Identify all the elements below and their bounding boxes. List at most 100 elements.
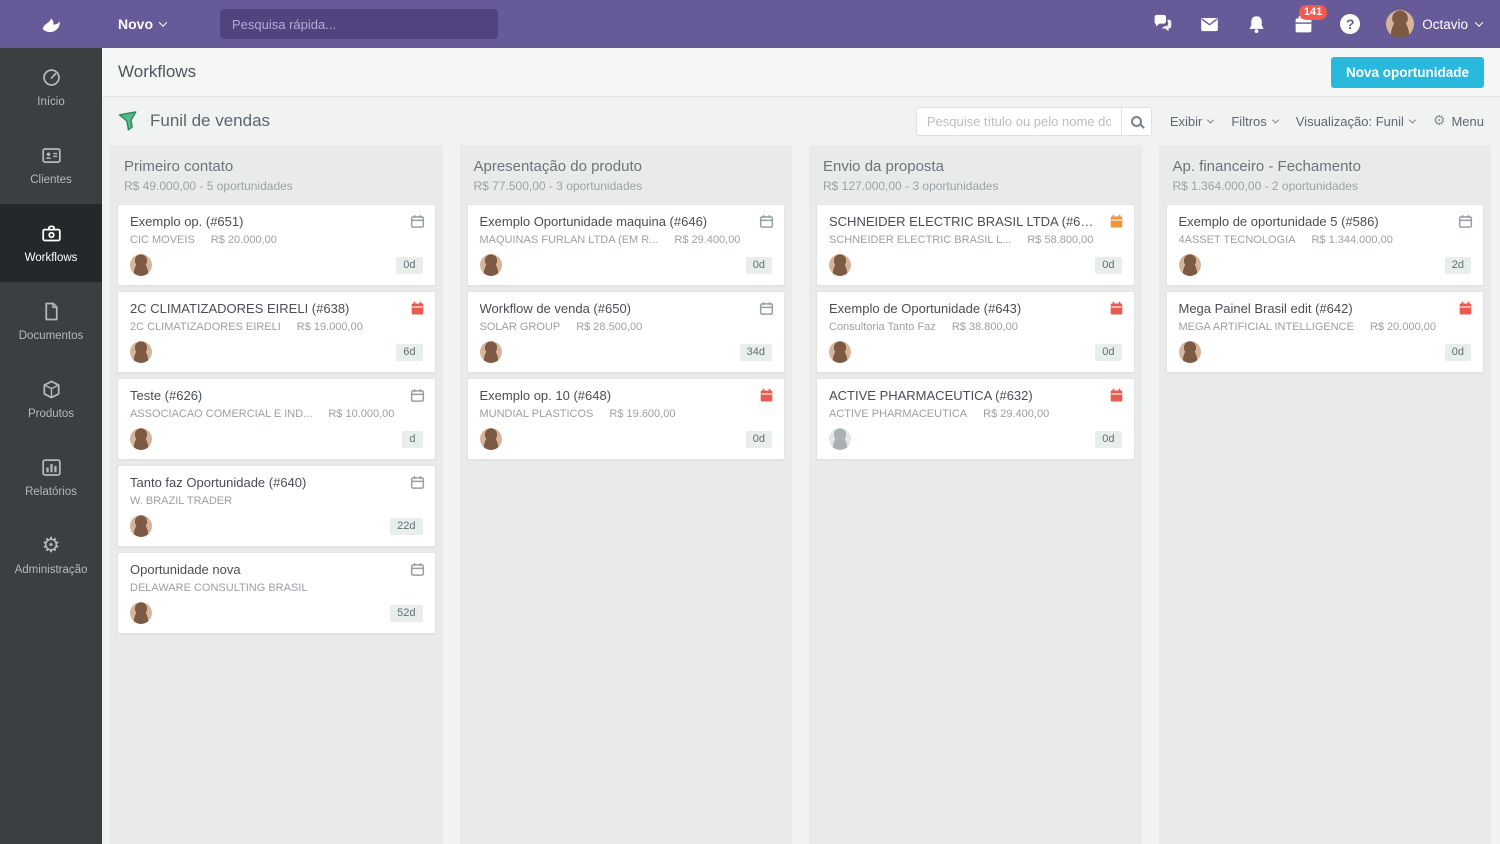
- card-title: Exemplo op. 10 (#648): [479, 388, 612, 403]
- page-title: Workflows: [118, 62, 197, 81]
- mail-icon: [1201, 17, 1219, 31]
- task-calendar-icon: [759, 388, 774, 403]
- opportunity-card[interactable]: Exemplo op. (#651) CIC MOVEIS R$ 20.000,0…: [117, 204, 436, 286]
- filtros-dropdown[interactable]: Filtros: [1231, 113, 1279, 129]
- task-calendar-icon: [1109, 301, 1124, 316]
- sidebar-item-inicio[interactable]: Início: [0, 48, 102, 126]
- page-header: Workflows Nova oportunidade: [102, 48, 1500, 97]
- new-opportunity-button[interactable]: Nova oportunidade: [1330, 56, 1484, 88]
- card-title: Mega Painel Brasil edit (#642): [1178, 301, 1353, 316]
- user-menu[interactable]: Octavio: [1386, 10, 1484, 38]
- board-search-group: [915, 106, 1152, 136]
- menu-button[interactable]: ⚙ Menu: [1433, 113, 1484, 129]
- sidebar-item-workflows[interactable]: Workflows: [0, 204, 102, 282]
- opportunity-card[interactable]: 2C CLIMATIZADORES EIRELI (#638) 2C CLIMA…: [117, 291, 436, 373]
- days-badge: 0d: [1444, 343, 1471, 361]
- sidebar-item-label: Clientes: [30, 173, 72, 186]
- column-summary: R$ 127.000,00 - 3 oportunidades: [823, 179, 999, 193]
- exibir-dropdown[interactable]: Exibir: [1169, 113, 1215, 129]
- days-badge: d: [402, 430, 423, 448]
- column-summary: R$ 49.000,00 - 5 oportunidades: [124, 179, 293, 193]
- sidebar-item-relatorios[interactable]: Relatórios: [0, 438, 102, 516]
- bird-logo-icon: [42, 18, 60, 33]
- column-summary: R$ 1.364.000,00 - 2 oportunidades: [1172, 179, 1358, 193]
- new-menu-button[interactable]: Novo: [118, 16, 168, 32]
- task-calendar-icon: [410, 562, 425, 577]
- card-title: Exemplo de Oportunidade (#643): [829, 301, 1022, 316]
- sidebar-item-label: Produtos: [27, 407, 75, 420]
- card-company: MUNDIAL PLASTICOS: [479, 408, 594, 420]
- avatar: [479, 254, 502, 276]
- card-company: 4ASSET TECNOLOGIA: [1178, 234, 1296, 246]
- mail-button[interactable]: [1199, 14, 1220, 35]
- avatar: [1178, 341, 1201, 363]
- opportunity-card[interactable]: Tanto faz Oportunidade (#640) W. BRAZIL …: [117, 465, 436, 547]
- card-title: 2C CLIMATIZADORES EIRELI (#638): [130, 301, 350, 316]
- card-value: R$ 58.800,00: [1027, 234, 1094, 246]
- sidebar-item-label: Início: [37, 95, 65, 108]
- opportunity-card[interactable]: Mega Painel Brasil edit (#642) MEGA ARTI…: [1165, 291, 1484, 373]
- days-badge: 0d: [1095, 430, 1122, 448]
- days-badge: 6d: [396, 343, 423, 361]
- sidebar-item-label: Administração: [14, 563, 88, 576]
- opportunity-card[interactable]: SCHNEIDER ELECTRIC BRASIL LTDA (#623) SC…: [816, 204, 1135, 286]
- board-controls: Exibir Filtros Visualização: Funil ⚙ Men…: [915, 106, 1484, 136]
- task-calendar-icon: [1458, 301, 1473, 316]
- app-logo[interactable]: [0, 9, 102, 39]
- sidebar-item-administracao[interactable]: ⚙ Administração: [0, 516, 102, 594]
- bar-chart-icon: [41, 457, 62, 479]
- sidebar-item-produtos[interactable]: Produtos: [0, 360, 102, 438]
- chat-button[interactable]: [1152, 14, 1173, 35]
- gauge-icon: [41, 67, 62, 89]
- card-company: DELAWARE CONSULTING BRASIL: [130, 582, 308, 594]
- filtros-label: Filtros: [1231, 113, 1267, 129]
- column-cards: Exemplo op. (#651) CIC MOVEIS R$ 20.000,0…: [110, 204, 443, 844]
- column-header: Envio da proposta R$ 127.000,00 - 3 opor…: [809, 145, 1142, 204]
- notifications-button[interactable]: [1246, 14, 1267, 35]
- exibir-label: Exibir: [1169, 113, 1203, 129]
- task-calendar-icon: [410, 388, 425, 403]
- opportunity-card[interactable]: Exemplo de oportunidade 5 (#586) 4ASSET …: [1165, 204, 1484, 286]
- opportunity-card[interactable]: Teste (#626) ASSOCIACAO COMERCIAL E IND.…: [117, 378, 436, 460]
- task-calendar-icon: [410, 475, 425, 490]
- card-company: SOLAR GROUP: [479, 321, 561, 333]
- task-calendar-icon: [1109, 388, 1124, 403]
- sidebar-item-label: Relatórios: [25, 485, 77, 498]
- card-value: R$ 20.000,00: [1369, 321, 1436, 333]
- quick-search-input[interactable]: [220, 9, 498, 39]
- column-title: Primeiro contato: [124, 158, 234, 175]
- help-button[interactable]: [1340, 14, 1361, 34]
- opportunity-card[interactable]: Oportunidade nova DELAWARE CONSULTING BR…: [117, 552, 436, 634]
- card-title: Tanto faz Oportunidade (#640): [130, 475, 307, 490]
- opportunity-card[interactable]: Exemplo de Oportunidade (#643) Consultor…: [816, 291, 1135, 373]
- column-header: Ap. financeiro - Fechamento R$ 1.364.000…: [1159, 145, 1492, 204]
- opportunity-card[interactable]: Workflow de venda (#650) SOLAR GROUP R$ 2…: [466, 291, 785, 373]
- board-search-input[interactable]: [915, 106, 1121, 136]
- avatar: [1178, 254, 1201, 276]
- notification-count-badge: 141: [1298, 4, 1328, 20]
- bell-icon: [1249, 15, 1264, 33]
- card-value: R$ 20.000,00: [210, 234, 277, 246]
- card-value: R$ 29.400,00: [983, 408, 1050, 420]
- opportunity-card[interactable]: Exemplo Oportunidade maquina (#646) MAQU…: [466, 204, 785, 286]
- chevron-down-icon: [1408, 116, 1416, 124]
- opportunity-card[interactable]: Exemplo op. 10 (#648) MUNDIAL PLASTICOS R…: [466, 378, 785, 460]
- board-toolbar: Funil de vendas Exibir Filtros Visualiza…: [102, 97, 1500, 145]
- search-button[interactable]: [1120, 106, 1152, 136]
- tasks-calendar-button[interactable]: 141: [1293, 4, 1328, 35]
- days-badge: 0d: [1095, 256, 1122, 274]
- chevron-down-icon: [1207, 116, 1215, 124]
- visualizacao-dropdown[interactable]: Visualização: Funil: [1296, 114, 1416, 129]
- card-company: W. BRAZIL TRADER: [130, 495, 233, 507]
- card-company: 2C CLIMATIZADORES EIRELI: [130, 321, 281, 333]
- column-title: Ap. financeiro - Fechamento: [1172, 158, 1361, 175]
- user-name: Octavio: [1422, 16, 1468, 32]
- sidebar: Início Clientes Workflows Documentos Pro…: [0, 48, 102, 844]
- days-badge: 2d: [1444, 256, 1471, 274]
- sidebar-item-documentos[interactable]: Documentos: [0, 282, 102, 360]
- column-cards: Exemplo Oportunidade maquina (#646) MAQU…: [460, 204, 793, 844]
- sidebar-item-clientes[interactable]: Clientes: [0, 126, 102, 204]
- opportunity-card[interactable]: ACTIVE PHARMACEUTICA (#632) ACTIVE PHARM…: [816, 378, 1135, 460]
- column-summary: R$ 77.500,00 - 3 oportunidades: [473, 179, 643, 193]
- gear-icon: ⚙: [1432, 113, 1446, 129]
